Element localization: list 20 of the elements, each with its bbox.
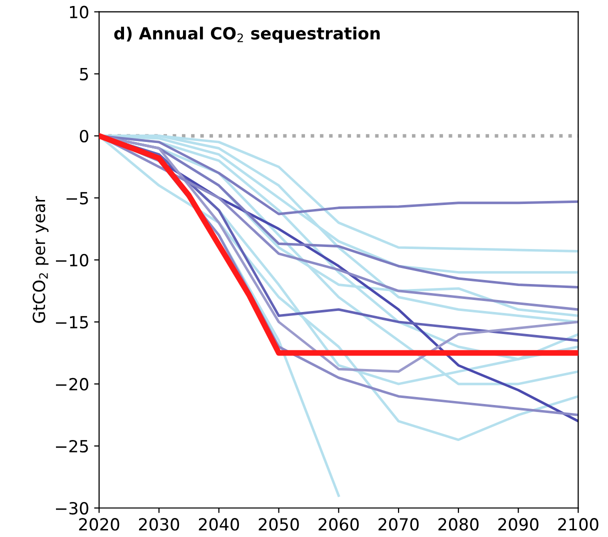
x-tick-label: 2090 <box>498 518 538 531</box>
y-tick-label: −10 <box>56 254 88 266</box>
x-tick-label: 2030 <box>139 518 180 531</box>
x-tick-label: 2060 <box>318 518 359 531</box>
y-tick-label: 5 <box>80 68 88 80</box>
y-tick-label: −5 <box>66 192 88 204</box>
y-axis-title: GtCO$_{2}$ per year <box>32 196 48 323</box>
y-tick-label: −15 <box>56 316 88 328</box>
x-tick-label: 2070 <box>378 518 419 531</box>
x-tick-label: 2040 <box>198 518 239 531</box>
y-tick-label: −25 <box>56 440 88 453</box>
y-tick-label: −30 <box>56 502 88 515</box>
x-tick-label: 2100 <box>558 518 598 531</box>
y-tick-label: 10 <box>70 6 88 18</box>
y-tick-label: 0 <box>80 130 88 142</box>
x-tick-label: 2080 <box>438 518 479 531</box>
text: d) Annual CO$_{2}$ sequestration <box>114 26 380 43</box>
x-tick-label: 2020 <box>79 518 120 531</box>
x-tick-label: 2050 <box>258 518 299 531</box>
y-tick-label: −20 <box>56 378 88 391</box>
